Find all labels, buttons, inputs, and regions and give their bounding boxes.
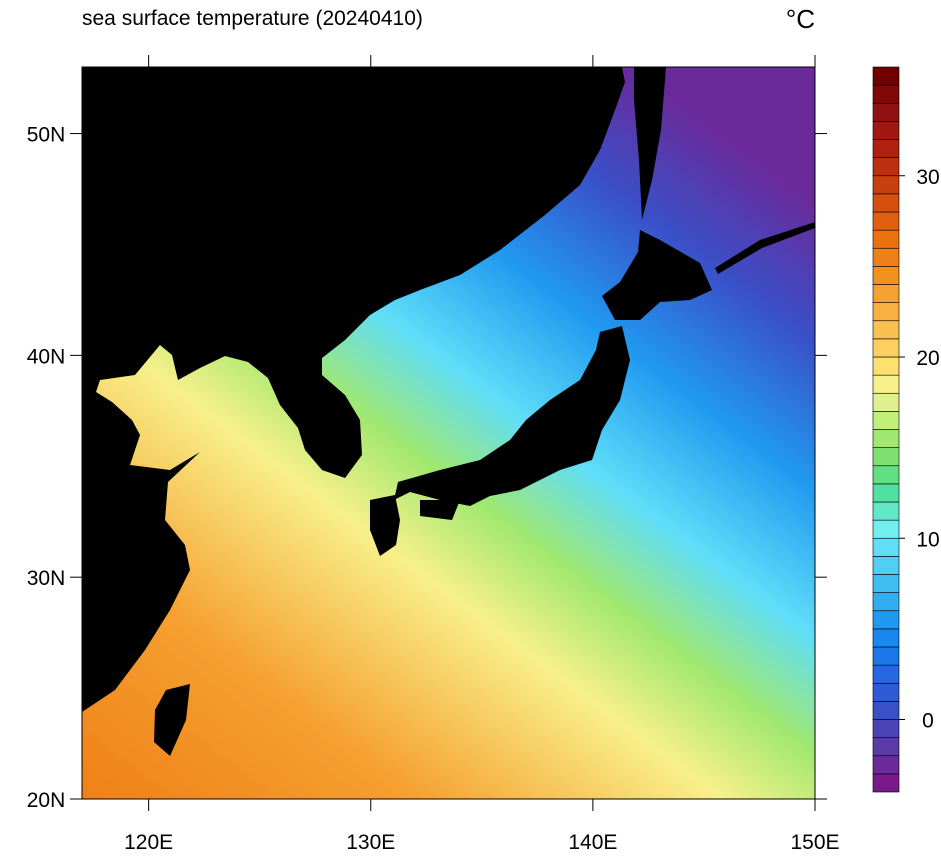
colorbar-box (872, 139, 900, 158)
colorbar-box (872, 719, 900, 738)
colorbar-box (872, 646, 900, 666)
y-tick-label: 30N (27, 567, 66, 590)
colorbar-box (872, 121, 900, 140)
colorbar-box (872, 773, 900, 793)
colorbar-box (872, 501, 900, 521)
colorbar-box (872, 157, 900, 177)
colorbar-tick-label: 10 (916, 528, 939, 551)
colorbar-box (872, 755, 900, 775)
colorbar-box (872, 374, 900, 394)
y-tick-label: 50N (27, 124, 66, 147)
colorbar-box (872, 193, 900, 213)
colorbar-box (872, 247, 900, 267)
colorbar-box (872, 537, 900, 557)
colorbar-box (872, 556, 900, 575)
colorbar-box (872, 628, 900, 648)
colorbar-box (872, 664, 900, 684)
colorbar-box (872, 302, 900, 322)
colorbar-box (872, 592, 900, 612)
colorbar-box (872, 229, 900, 249)
x-tick-label: 140E (568, 831, 617, 854)
colorbar-box (872, 429, 900, 448)
colorbar-tick-label: 0 (922, 710, 934, 733)
colorbar-box (872, 447, 900, 467)
colorbar-box (872, 66, 900, 86)
land (82, 67, 815, 756)
colorbar-tick-label: 20 (916, 347, 939, 370)
colorbar-box (872, 284, 900, 303)
colorbar-box (872, 610, 900, 630)
colorbar-box (872, 737, 900, 757)
colorbar-box (872, 84, 900, 104)
x-tick-label: 130E (346, 831, 395, 854)
colorbar-box (872, 483, 900, 503)
colorbar-box (872, 338, 900, 358)
colorbar-box (872, 175, 900, 195)
colorbar-box (872, 392, 900, 412)
map-frame (81, 66, 816, 800)
x-tick-label: 150E (790, 831, 839, 854)
colorbar-box (872, 682, 900, 702)
colorbar-box (872, 320, 900, 340)
map-field (82, 67, 815, 799)
x-tick-label: 120E (124, 831, 173, 854)
colorbar-box (872, 211, 900, 231)
colorbar-tick-label: 30 (916, 166, 939, 189)
y-tick-label: 40N (27, 345, 66, 368)
title: sea surface temperature (20240410) (82, 7, 423, 30)
colorbar-box (872, 266, 900, 285)
colorbar-box (872, 701, 900, 720)
unit: °C (786, 4, 815, 34)
colorbar-box (872, 356, 900, 376)
colorbar-box (872, 465, 900, 485)
colorbar-box (872, 574, 900, 593)
y-tick-label: 20N (27, 789, 66, 812)
colorbar-box (872, 102, 900, 122)
colorbar-box (872, 411, 900, 430)
colorbar-box (872, 519, 900, 539)
